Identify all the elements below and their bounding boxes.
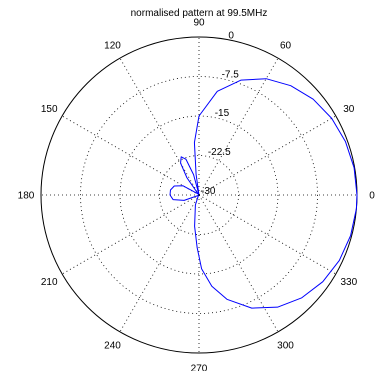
series-line — [169, 78, 358, 309]
radial-tick-label: -7.5 — [222, 69, 240, 80]
radial-tick-label: -30 — [201, 186, 216, 197]
angle-tick-label: 120 — [104, 41, 121, 52]
angle-tick-label: 0 — [369, 191, 375, 202]
angle-tick-label: 60 — [280, 41, 292, 52]
angle-tick-label: 210 — [41, 277, 58, 288]
angle-tick-label: 150 — [41, 104, 58, 115]
grid-ring — [119, 115, 279, 275]
polar-grid — [40, 36, 358, 354]
radial-tick-labels: -30 -22.5 -15 -7.5 0 — [201, 30, 239, 197]
radial-tick-label: -15 — [215, 108, 230, 119]
radial-tick-label: 0 — [228, 30, 234, 41]
radial-tick-label: -22.5 — [208, 147, 231, 158]
grid-spoke — [61, 115, 200, 196]
grid-spoke — [119, 194, 200, 333]
angle-tick-label: 180 — [18, 191, 35, 202]
chart-title: normalised pattern at 99.5MHz — [131, 8, 268, 19]
angle-tick-label: 330 — [340, 277, 357, 288]
grid-spoke — [198, 194, 337, 275]
series-layer — [169, 78, 358, 309]
angle-tick-label: 240 — [104, 340, 121, 351]
grid-spoke — [119, 57, 200, 196]
grid-spoke — [198, 194, 279, 333]
grid-ring — [159, 155, 239, 235]
angle-tick-labels: 0 30 60 90 120 150 180 210 240 270 300 330 — [18, 18, 376, 371]
grid-spoke — [61, 194, 200, 275]
angle-tick-label: 300 — [277, 340, 294, 351]
grid-ring — [80, 76, 318, 314]
angle-tick-label: 30 — [343, 104, 355, 115]
angle-tick-label: 90 — [193, 18, 205, 29]
angle-tick-label: 270 — [191, 364, 208, 371]
